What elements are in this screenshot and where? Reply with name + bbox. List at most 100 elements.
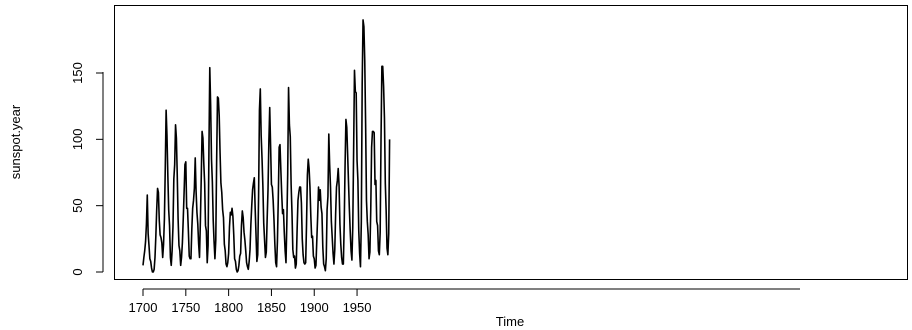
data-point: [340, 243, 342, 245]
data-point: [361, 221, 363, 223]
data-point: [365, 123, 367, 125]
data-point: [256, 261, 258, 263]
data-point: [249, 249, 251, 251]
data-point: [248, 261, 250, 263]
data-point: [322, 246, 324, 248]
data-point: [236, 271, 238, 273]
data-point: [288, 87, 290, 89]
data-point: [284, 250, 286, 252]
data-point: [183, 192, 185, 194]
data-point: [232, 215, 234, 217]
series-line: [142, 19, 391, 273]
data-point: [204, 182, 206, 184]
data-point: [346, 127, 348, 129]
x-tick-label: 1750: [171, 300, 200, 315]
data-point: [269, 107, 271, 109]
data-point: [221, 192, 223, 194]
data-point: [212, 219, 214, 221]
data-point: [252, 189, 254, 191]
data-point: [313, 255, 315, 257]
data-point: [201, 131, 203, 133]
data-point: [218, 115, 220, 117]
data-point: [301, 238, 303, 240]
data-point: [367, 234, 369, 236]
data-point: [383, 85, 385, 87]
data-point: [341, 257, 343, 259]
data-point: [194, 157, 196, 159]
x-tick-label: 1950: [343, 300, 372, 315]
data-point: [206, 230, 208, 232]
data-point: [193, 200, 195, 202]
data-point: [182, 242, 184, 244]
x-tick-label: 1700: [129, 300, 158, 315]
data-point: [182, 218, 184, 220]
data-point: [243, 231, 245, 233]
data-point: [287, 173, 289, 175]
y-tick-label: 150: [70, 62, 85, 84]
data-point: [167, 174, 169, 176]
data-point: [242, 210, 244, 212]
data-point: [301, 202, 303, 204]
x-tick-label: 1850: [257, 300, 286, 315]
plot-frame: [114, 5, 908, 280]
data-point: [317, 215, 319, 217]
data-point: [241, 225, 243, 227]
data-point: [385, 182, 387, 184]
data-point: [360, 266, 362, 268]
data-point: [321, 213, 323, 215]
data-point: [176, 137, 178, 139]
data-point: [245, 250, 247, 252]
data-point: [309, 186, 311, 188]
data-point: [373, 131, 375, 133]
data-point: [307, 158, 309, 160]
data-point: [373, 132, 375, 134]
data-point: [343, 223, 345, 225]
y-axis: 0 50 100 150: [70, 62, 104, 276]
data-point: [253, 182, 255, 184]
data-point: [271, 186, 273, 188]
data-point: [386, 247, 388, 249]
data-point: [151, 267, 153, 269]
data-point: [328, 133, 330, 135]
data-point: [358, 230, 360, 232]
data-point: [369, 251, 371, 253]
data-point: [228, 253, 230, 255]
data-point: [332, 253, 334, 255]
data-point: [290, 184, 292, 186]
data-point: [190, 258, 192, 260]
data-point: [230, 214, 232, 216]
data-point: [165, 109, 167, 111]
data-point: [159, 234, 161, 236]
data-point: [376, 221, 378, 223]
data-point: [370, 209, 372, 211]
data-point: [143, 257, 145, 259]
data-point: [329, 164, 331, 166]
data-point: [237, 270, 239, 272]
data-point: [164, 218, 166, 220]
data-point: [368, 258, 370, 260]
data-point: [289, 136, 291, 138]
y-tick-label: 0: [70, 268, 85, 275]
data-point: [171, 250, 173, 252]
data-point: [188, 255, 190, 257]
data-point: [188, 230, 190, 232]
data-point: [207, 245, 209, 247]
data-point: [312, 235, 314, 237]
data-point: [339, 223, 341, 225]
data-point: [336, 186, 338, 188]
data-point: [261, 157, 263, 159]
data-point: [384, 117, 386, 119]
data-point: [338, 185, 340, 187]
data-point: [160, 237, 162, 239]
data-point: [264, 239, 266, 241]
data-point: [371, 146, 373, 148]
data-point: [169, 225, 171, 227]
data-point: [333, 263, 335, 265]
data-point: [352, 226, 354, 228]
data-point: [295, 263, 297, 265]
data-point: [310, 215, 312, 217]
data-point: [257, 254, 259, 256]
data-point: [242, 217, 244, 219]
data-point: [149, 258, 151, 260]
